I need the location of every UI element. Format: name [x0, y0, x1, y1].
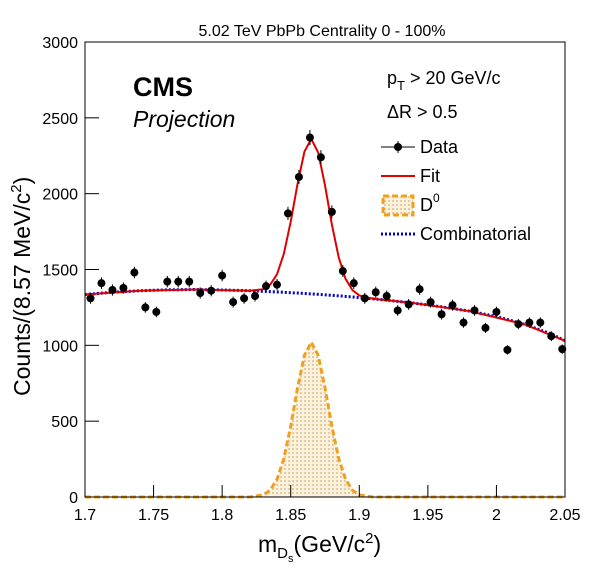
data-point	[503, 345, 512, 354]
d0-area	[85, 342, 565, 497]
data-point	[448, 301, 457, 310]
legend-label: Combinatorial	[420, 224, 531, 244]
y-label-main: Counts/(8.57 MeV/c	[9, 193, 35, 396]
chart-title: 5.02 TeV PbPb Centrality 0 - 100%	[199, 23, 446, 40]
x-label-rest: (GeV/c	[294, 531, 366, 557]
data-point	[360, 294, 369, 303]
data-point	[393, 306, 402, 315]
data-point	[316, 153, 325, 162]
data-point	[327, 207, 336, 216]
legend-name: Fit	[420, 166, 440, 186]
data-point	[547, 332, 556, 341]
data-point	[152, 307, 161, 316]
data-point	[163, 277, 172, 286]
data-point	[558, 345, 567, 354]
data-point	[525, 318, 534, 327]
data-point	[119, 284, 128, 293]
x-label-sub: D	[277, 545, 288, 562]
data-point	[86, 294, 95, 303]
data-point	[437, 310, 446, 319]
y-label-end: )	[9, 177, 35, 185]
y-tick-label: 1500	[42, 263, 78, 280]
y-tick-label: 1000	[42, 338, 78, 355]
legend-label: Data	[420, 137, 459, 157]
data-point	[108, 285, 117, 294]
data-point	[251, 292, 260, 301]
pt-sub: T	[397, 78, 405, 93]
data-point	[536, 318, 545, 327]
d0-outline	[85, 339, 565, 499]
x-tick-label: 2	[492, 507, 501, 524]
x-tick-label: 1.95	[412, 507, 443, 524]
x-tick-label: 1.7	[74, 507, 96, 524]
legend-label: Fit	[420, 166, 440, 186]
data-point	[459, 318, 468, 327]
data-point	[130, 268, 139, 277]
y-label-sup: 2	[8, 184, 25, 192]
data-point	[273, 280, 281, 289]
experiment-label: CMS	[133, 72, 193, 102]
data-point	[196, 289, 205, 298]
x-label-main: m	[258, 531, 277, 557]
x-axis-label: mDs(GeV/c2)	[258, 530, 381, 565]
y-tick-label: 2000	[42, 187, 78, 204]
x-tick-label: 1.8	[211, 507, 233, 524]
data-point	[492, 307, 501, 316]
data-point	[262, 282, 271, 291]
data-point	[426, 298, 435, 307]
legend-symbol	[381, 194, 415, 217]
data-point	[240, 294, 249, 303]
data-point	[349, 279, 358, 288]
y-tick-label: 0	[69, 490, 78, 507]
data-point	[415, 285, 424, 294]
data-point	[229, 298, 238, 307]
data-point	[382, 292, 391, 301]
data-point	[338, 267, 347, 276]
data-point	[283, 209, 292, 218]
x-label-end: )	[373, 531, 381, 557]
legend-name: D	[420, 195, 433, 215]
data-point	[218, 271, 227, 280]
data-point	[371, 288, 380, 297]
pt-rest: > 20 GeV/c	[405, 68, 501, 88]
data-point	[470, 306, 479, 315]
x-tick-label: 1.85	[275, 507, 306, 524]
legend-sup: 0	[433, 191, 440, 205]
data-point	[294, 172, 303, 181]
data-point	[481, 323, 490, 332]
x-tick-label: 1.75	[138, 507, 169, 524]
legend-label: D0	[420, 191, 440, 215]
data-point	[141, 303, 150, 312]
data-point	[404, 300, 413, 309]
data-point	[305, 133, 314, 142]
data-point	[514, 320, 523, 329]
legend-symbol	[394, 143, 402, 151]
y-tick-label: 500	[51, 414, 78, 431]
data-point	[174, 277, 183, 286]
dr-cut: ΔR > 0.5	[387, 102, 458, 122]
x-label-subsub: s	[288, 553, 294, 565]
data-point	[207, 286, 216, 295]
status-label: Projection	[133, 106, 235, 132]
x-label-sup: 2	[365, 530, 373, 547]
x-tick-label: 2.05	[549, 507, 580, 524]
data-point	[185, 277, 194, 286]
legend: Data Fit D0 Combinatorial	[381, 137, 531, 244]
pt-main: p	[387, 68, 397, 88]
pt-cut: pT > 20 GeV/c	[387, 68, 501, 93]
plot-area	[84, 130, 567, 499]
y-axis-label: Counts/(8.57 MeV/c2)	[8, 177, 35, 396]
legend-name: Combinatorial	[420, 224, 531, 244]
data-point	[97, 279, 106, 288]
y-tick-label: 2500	[42, 111, 78, 128]
legend-name: Data	[420, 137, 459, 157]
x-tick-label: 1.9	[348, 507, 370, 524]
y-tick-label: 3000	[42, 35, 78, 52]
fit-curve	[84, 136, 566, 342]
